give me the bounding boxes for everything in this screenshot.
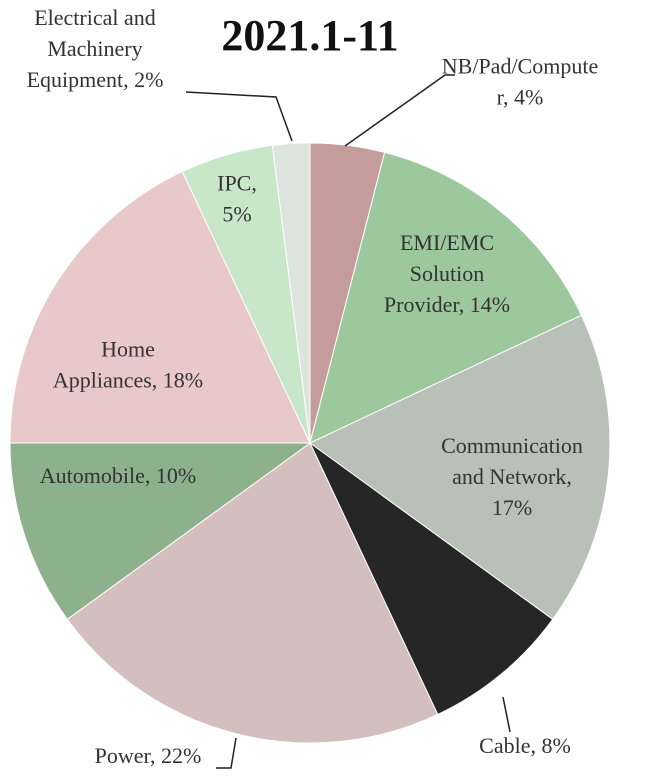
pie-slice xyxy=(309,442,554,716)
leader-line xyxy=(344,74,455,147)
slice-label: EMI/EMC Solution Provider, 14% xyxy=(384,230,510,317)
pie-slice xyxy=(9,170,311,444)
leader-line xyxy=(502,696,511,733)
pie-slice xyxy=(309,314,611,621)
slice-label: IPC, 5% xyxy=(217,171,257,227)
pie-slice xyxy=(271,142,311,444)
slice-label: Home Appliances, 18% xyxy=(53,337,203,393)
pie-slice xyxy=(66,442,439,744)
pie-slice xyxy=(309,151,583,444)
slice-label: NB/Pad/Compute r, 4% xyxy=(442,54,598,110)
slice-label: Automobile, 10% xyxy=(40,463,196,488)
leader-line xyxy=(185,91,293,142)
slice-label: Cable, 8% xyxy=(479,733,571,758)
chart-title: 2021.1-11 xyxy=(221,11,398,60)
leader-line xyxy=(216,737,237,769)
slice-label: Electrical and Machinery Equipment, 2% xyxy=(27,5,164,92)
pie-slice xyxy=(9,442,312,621)
slice-label: Power, 22% xyxy=(95,743,202,768)
slice-label: Communication and Network, 17% xyxy=(441,433,583,520)
